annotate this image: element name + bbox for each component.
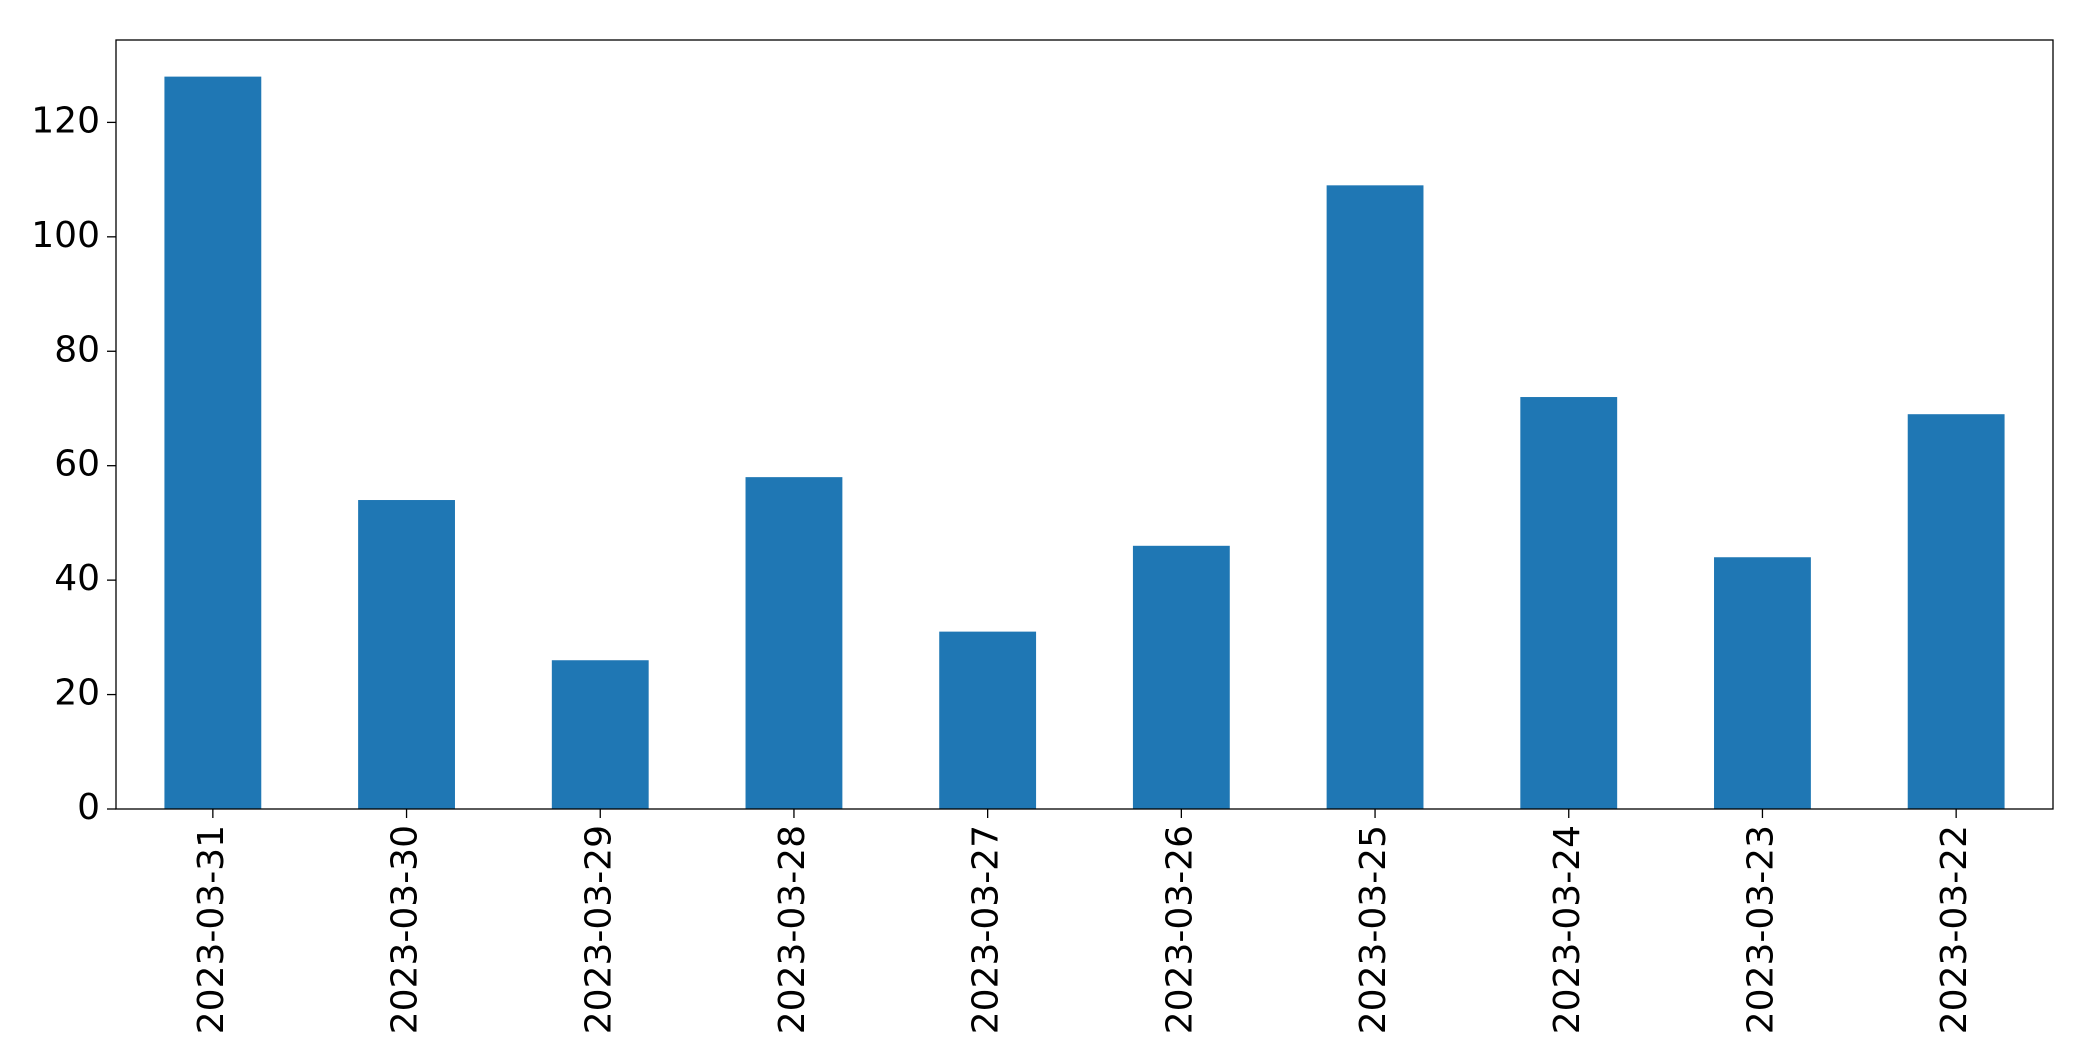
plot-frame [115, 39, 2054, 810]
x-tick-label: 2023-03-29 [578, 825, 619, 1034]
y-tick-label: 0 [77, 787, 100, 828]
y-tick-label: 100 [31, 215, 100, 256]
y-tick-label: 20 [54, 673, 100, 714]
x-tick-label: 2023-03-30 [385, 825, 426, 1034]
x-tick-label: 2023-03-25 [1353, 825, 1394, 1034]
x-tick-label: 2023-03-22 [1934, 825, 1975, 1034]
x-tick-label: 2023-03-27 [966, 825, 1007, 1034]
bar [1132, 545, 1230, 809]
bar [358, 500, 455, 809]
bar [164, 76, 262, 810]
y-tick-label: 60 [54, 444, 100, 485]
x-tick-label: 2023-03-31 [191, 825, 232, 1034]
bar [1907, 414, 2005, 809]
x-tick-label: 2023-03-24 [1547, 825, 1588, 1034]
x-tick-label: 2023-03-26 [1159, 825, 1200, 1034]
x-tick-label: 2023-03-28 [772, 825, 813, 1034]
bar [551, 660, 649, 809]
bar [939, 631, 1037, 809]
bar [1520, 397, 1618, 809]
x-tick-label: 2023-03-23 [1740, 825, 1781, 1034]
y-tick-label: 120 [31, 100, 100, 141]
bar [745, 477, 843, 809]
y-tick-label: 80 [54, 329, 100, 370]
y-tick-label: 40 [54, 558, 100, 599]
bar [1714, 557, 1811, 809]
bar [1326, 185, 1424, 809]
